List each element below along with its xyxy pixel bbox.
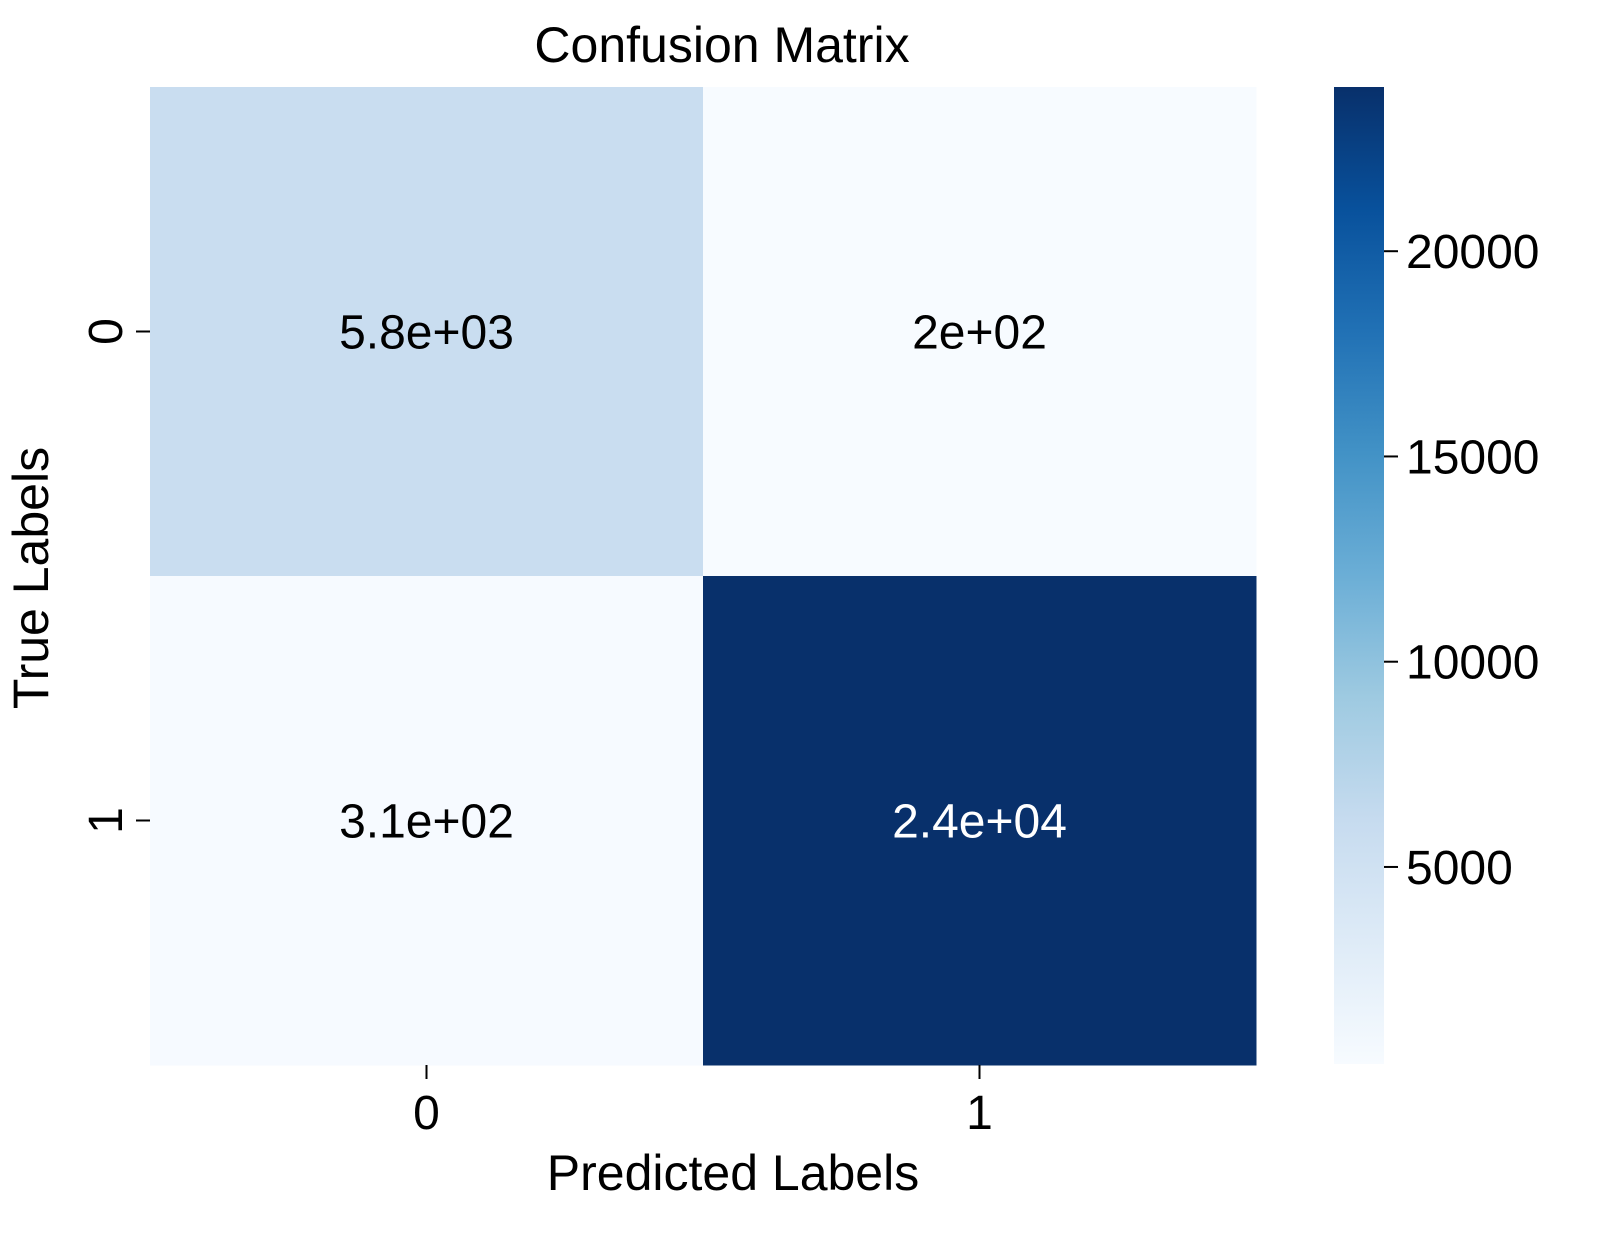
- x-axis-label: Predicted Labels: [547, 1145, 919, 1201]
- y-axis: 01: [80, 318, 150, 834]
- colorbar-tick-label-20000: 20000: [1406, 226, 1539, 279]
- cell-annotation-r0-c0: 5.8e+03: [339, 307, 514, 360]
- x-tick-label-0: 0: [413, 1087, 440, 1140]
- heatmap-cell-r0-c0: [150, 87, 704, 577]
- colorbar-tick-label-10000: 10000: [1406, 637, 1539, 690]
- cell-annotation-r0-c1: 2e+02: [912, 307, 1047, 360]
- colorbar: 5000 10000 15000 20000: [1334, 87, 1539, 1064]
- heatmap-cell-r1-c1: [703, 576, 1257, 1066]
- y-tick-label-1: 1: [80, 807, 133, 834]
- heatmap-cells: 5.8e+03 2e+02 3.1e+02 2.4e+04: [150, 87, 1257, 1066]
- y-axis-label: True Labels: [3, 447, 59, 709]
- heatmap-cell-r0-c1: [703, 87, 1257, 577]
- y-tick-label-0: 0: [80, 318, 133, 345]
- colorbar-gradient: [1334, 87, 1384, 1064]
- colorbar-tick-label-5000: 5000: [1406, 842, 1513, 895]
- chart-title: Confusion Matrix: [534, 17, 909, 73]
- cell-annotation-r1-c1: 2.4e+04: [892, 796, 1067, 849]
- x-tick-label-1: 1: [966, 1087, 993, 1140]
- heatmap-cell-r1-c0: [150, 576, 704, 1066]
- cell-annotation-r1-c0: 3.1e+02: [339, 796, 514, 849]
- colorbar-tick-label-15000: 15000: [1406, 431, 1539, 484]
